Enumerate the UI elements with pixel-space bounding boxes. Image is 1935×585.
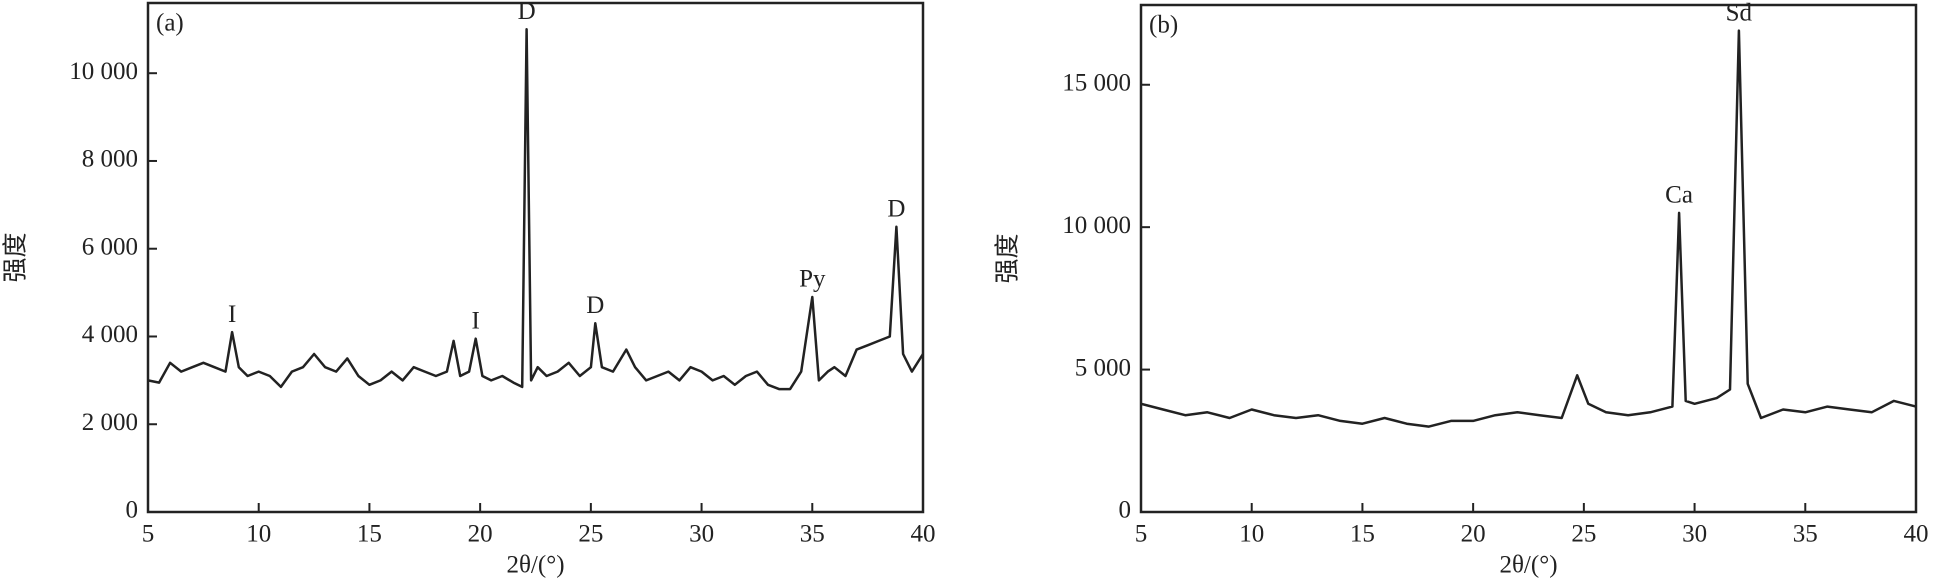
- x-tick-label: 40: [911, 521, 936, 548]
- xrd-line: [147, 28, 925, 391]
- x-tick-label: 30: [1682, 521, 1707, 548]
- x-tick-label: 15: [1350, 521, 1375, 548]
- panel-label: (a): [156, 10, 184, 37]
- x-tick-label: 25: [1571, 521, 1596, 548]
- x-tick-label: 5: [142, 521, 155, 548]
- y-tick-label: 0: [1119, 497, 1132, 524]
- peak-label: Sd: [1726, 0, 1753, 26]
- y-tick-label: 4 000: [82, 321, 138, 348]
- y-tick-label: 15 000: [1062, 69, 1131, 96]
- y-tick-label: 10 000: [1062, 212, 1131, 239]
- x-tick-label: 35: [800, 521, 825, 548]
- y-tick-label: 0: [126, 497, 139, 524]
- x-axis-label: 2θ/(°): [1499, 552, 1557, 579]
- y-tick-label: 10 000: [69, 58, 138, 85]
- xrd-line: [1140, 29, 1917, 428]
- peak-label: Ca: [1665, 182, 1693, 209]
- y-tick-label: 5 000: [1075, 354, 1131, 381]
- y-tick-label: 8 000: [82, 146, 138, 173]
- plot-frame: [1139, 3, 1918, 514]
- x-tick-label: 15: [357, 521, 382, 548]
- y-tick-label: 6 000: [82, 233, 138, 260]
- x-tick-label: 10: [1239, 521, 1264, 548]
- x-tick-label: 35: [1793, 521, 1818, 548]
- x-tick-label: 20: [1461, 521, 1486, 548]
- peak-label: D: [518, 0, 536, 25]
- x-tick-label: 25: [578, 521, 603, 548]
- y-axis-label: 强度: [994, 233, 1022, 283]
- x-tick-label: 20: [468, 521, 493, 548]
- x-tick-label: 10: [246, 521, 271, 548]
- panel-label: (b): [1149, 12, 1178, 39]
- plot-frame: [146, 1, 925, 514]
- x-axis-label: 2θ/(°): [506, 552, 564, 579]
- x-tick-label: 5: [1135, 521, 1148, 548]
- peak-label: I: [228, 301, 236, 328]
- peak-label: I: [472, 307, 480, 334]
- y-tick-label: 2 000: [82, 409, 138, 436]
- peak-label: D: [887, 196, 905, 223]
- x-tick-label: 30: [689, 521, 714, 548]
- peak-label: Py: [799, 266, 826, 293]
- peak-label: D: [586, 292, 604, 319]
- x-tick-label: 40: [1904, 521, 1929, 548]
- y-axis-label: 强度: [2, 232, 30, 282]
